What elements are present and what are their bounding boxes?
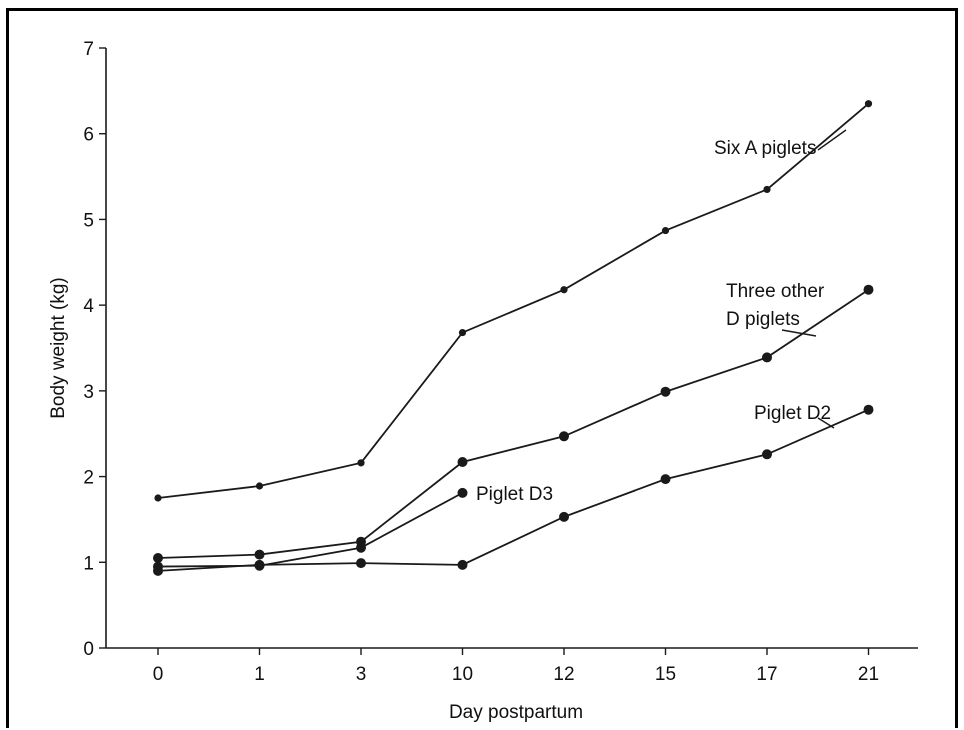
y-tick-label: 5 [83,210,94,231]
series-lines [157,103,870,572]
data-point-series-0 [154,494,162,502]
data-point-series-0 [763,185,771,194]
x-tick-label: 0 [153,664,164,685]
data-point-series-0 [864,100,873,108]
data-point-series-2 [762,449,772,460]
x-tick-label: 12 [553,664,574,685]
data-point-series-0 [458,328,467,337]
annotation-three-other-line2: D piglets [726,309,800,330]
leader-piglet-d2 [817,417,835,429]
series-line-0 [157,103,870,499]
x-ticks: 0 1 3 10 12 15 17 21 [153,648,879,685]
series-points [153,100,874,576]
y-tick-label: 4 [83,296,94,317]
y-ticks: 0 1 2 3 4 5 6 7 [83,39,106,660]
leader-three-other-d-piglets [781,329,817,337]
data-point-series-2 [457,559,468,570]
data-point-series-1 [153,553,163,563]
data-point-series-0 [560,286,568,294]
data-point-series-3 [153,561,163,572]
x-axis-title: Day postpartum [449,702,583,723]
data-point-series-2 [356,558,366,569]
data-point-series-1 [863,284,874,295]
annotation-three-other-line1: Three other [726,281,825,302]
y-tick-label: 1 [83,553,94,574]
data-point-series-3 [457,487,468,498]
data-point-series-0 [357,459,365,467]
x-tick-label: 21 [858,664,879,685]
x-tick-label: 15 [655,664,676,685]
x-tick-label: 3 [356,664,367,685]
data-point-series-2 [660,474,671,485]
y-tick-label: 3 [83,382,94,403]
x-tick-label: 17 [756,664,777,685]
data-point-series-1 [457,457,468,467]
annotation-piglet-d3: Piglet D3 [476,484,553,505]
annotations: Six A piglets Three other D piglets Pigl… [476,129,847,505]
data-point-series-1 [762,352,772,363]
annotation-six-a-piglets: Six A piglets [714,138,816,159]
y-tick-label: 7 [83,39,94,60]
series-line-2 [157,408,869,572]
leader-six-a-piglets [817,129,847,151]
series-line-1 [157,288,869,559]
data-point-series-2 [559,511,569,522]
chart-frame [6,8,958,728]
data-point-series-1 [559,431,569,442]
y-tick-label: 2 [83,468,94,489]
y-tick-label: 6 [83,125,94,146]
data-point-series-0 [661,226,670,235]
x-tick-label: 10 [452,664,473,685]
data-point-series-1 [660,386,671,397]
data-point-series-3 [356,542,366,553]
data-point-series-3 [254,560,265,571]
data-point-series-2 [863,404,874,415]
annotation-piglet-d2: Piglet D2 [754,403,831,424]
data-point-series-0 [255,482,264,490]
series-line-3 [157,492,463,568]
y-tick-label: 0 [83,639,94,660]
data-point-series-1 [254,549,265,560]
axes [105,48,918,649]
x-tick-label: 1 [254,664,265,685]
y-axis-title: Body weight (kg) [48,277,69,419]
